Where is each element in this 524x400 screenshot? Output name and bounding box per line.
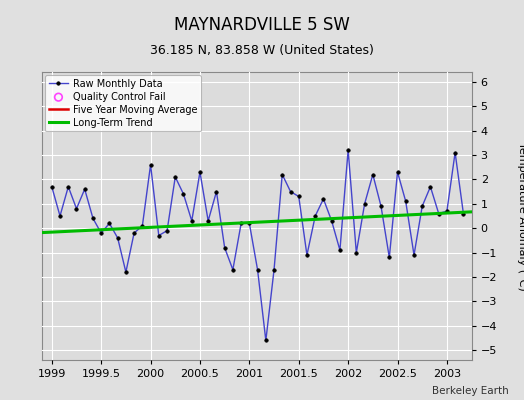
Text: Berkeley Earth: Berkeley Earth (432, 386, 508, 396)
Text: 36.185 N, 83.858 W (United States): 36.185 N, 83.858 W (United States) (150, 44, 374, 57)
Text: MAYNARDVILLE 5 SW: MAYNARDVILLE 5 SW (174, 16, 350, 34)
Raw Monthly Data (329, 218, 335, 223)
Raw Monthly Data (172, 174, 178, 179)
Raw Monthly Data (49, 184, 55, 189)
Raw Monthly Data (345, 148, 351, 152)
Raw Monthly Data (460, 211, 466, 216)
Y-axis label: Temperature Anomaly (°C): Temperature Anomaly (°C) (517, 142, 524, 290)
Raw Monthly Data (263, 338, 269, 343)
Raw Monthly Data (180, 192, 187, 196)
Legend: Raw Monthly Data, Quality Control Fail, Five Year Moving Average, Long-Term Tren: Raw Monthly Data, Quality Control Fail, … (45, 75, 201, 132)
Raw Monthly Data (362, 201, 368, 206)
Raw Monthly Data (452, 150, 458, 155)
Line: Raw Monthly Data: Raw Monthly Data (50, 148, 465, 342)
Raw Monthly Data (139, 223, 146, 228)
